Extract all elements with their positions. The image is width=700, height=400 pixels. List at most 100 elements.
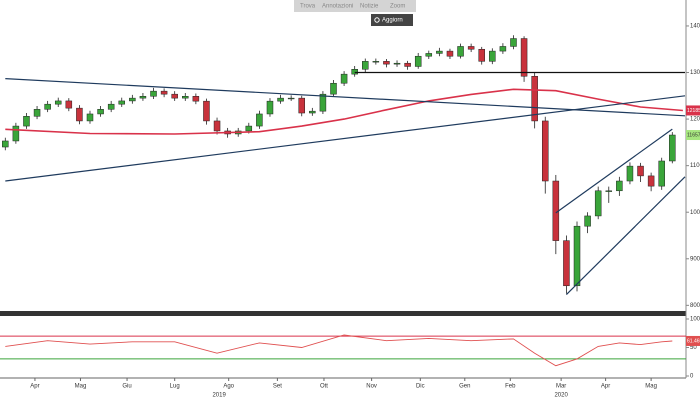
- x-tick-label: Lug: [170, 384, 180, 390]
- candle-body: [107, 103, 115, 110]
- rsi-tag: [686, 335, 700, 346]
- candle-body: [457, 46, 464, 57]
- candle-body: [531, 75, 538, 122]
- toolbar: [294, 0, 416, 12]
- candle-body: [309, 110, 316, 114]
- candle-body: [489, 50, 496, 62]
- y-tick-label: 11000: [690, 163, 700, 169]
- rsi-line: [5, 334, 673, 367]
- year-label: 2020: [554, 393, 568, 399]
- x-tick-label: Ott: [320, 384, 328, 390]
- ma-tag-label: 12185.14: [687, 108, 700, 114]
- x-tick-label: Mar: [556, 384, 566, 390]
- candle-body: [584, 215, 591, 227]
- candle-body: [330, 82, 337, 95]
- trendline: [5, 95, 686, 182]
- rsi-tick-label: 100: [690, 317, 700, 323]
- candle-body: [446, 50, 454, 57]
- candle-body: [616, 180, 623, 192]
- candle-body: [54, 100, 62, 105]
- toolbar-item[interactable]: Annotazioni: [322, 4, 353, 10]
- candle-body: [658, 160, 665, 187]
- candle-body: [76, 107, 83, 122]
- x-tick-label: Gen: [459, 384, 470, 390]
- candle-body: [97, 109, 104, 115]
- candle-body: [203, 100, 210, 122]
- x-tick-label: Ago: [223, 384, 234, 390]
- moving-average: [5, 88, 683, 135]
- x-tick-label: Mag: [75, 384, 87, 390]
- candle-body: [637, 165, 644, 177]
- candle-body: [266, 100, 274, 115]
- candle-body: [393, 62, 401, 65]
- y-tick-label: 14000: [690, 24, 700, 30]
- candle-body: [351, 69, 358, 75]
- candle-body: [319, 93, 327, 112]
- candle-body: [182, 96, 189, 99]
- y-tick-label: 8000: [690, 303, 700, 309]
- x-tick-label: Apr: [30, 384, 39, 390]
- candle-body: [362, 61, 369, 70]
- candle-body: [414, 55, 422, 67]
- rsi-tick-label: 50: [690, 345, 697, 351]
- x-tick-label: Mag: [645, 384, 657, 390]
- candle-body: [287, 97, 295, 100]
- ma-tag: [686, 105, 700, 116]
- candle-body: [171, 93, 178, 99]
- candle-body: [383, 61, 390, 65]
- candle-body: [626, 165, 634, 182]
- candle-body: [277, 97, 284, 102]
- x-tick-label: Giu: [122, 384, 131, 390]
- x-tick-label: Feb: [505, 384, 516, 390]
- candle-body: [404, 62, 411, 67]
- candle-body: [160, 90, 168, 95]
- candle-body: [65, 100, 73, 109]
- candle-body: [23, 116, 30, 127]
- candle-body: [467, 46, 475, 50]
- toolbar-item[interactable]: Zoom: [390, 4, 405, 10]
- trendline: [555, 128, 673, 214]
- candle-body: [425, 53, 433, 57]
- candle-body: [541, 120, 549, 182]
- candle-body: [86, 113, 94, 122]
- x-tick-label: Apr: [601, 384, 610, 390]
- rsi-tick-label: 0: [690, 374, 694, 380]
- year-label: 2019: [212, 393, 226, 399]
- candle-body: [520, 38, 528, 77]
- candle-body: [12, 125, 20, 142]
- y-tick-label: 9000: [690, 256, 700, 262]
- x-tick-label: Nov: [366, 384, 377, 390]
- rsi-tag-label: 61.4655: [687, 338, 700, 344]
- x-tick-label: Set: [273, 384, 282, 390]
- candle-body: [192, 96, 200, 102]
- candle-body: [150, 90, 157, 97]
- candle-body: [129, 97, 136, 102]
- candle-body: [298, 97, 305, 114]
- x-tick-label: Dic: [416, 384, 425, 390]
- close-tag: [686, 130, 700, 141]
- panel-separator: [0, 311, 686, 316]
- candle-body: [33, 109, 41, 117]
- candle-body: [647, 175, 655, 187]
- toolbar-item[interactable]: Trova: [300, 4, 316, 10]
- y-tick-label: 10000: [690, 210, 700, 216]
- candle-body: [2, 140, 9, 148]
- refresh-label[interactable]: Aggiorn: [382, 18, 403, 24]
- refresh-button[interactable]: [371, 14, 413, 26]
- candle-body: [44, 103, 51, 110]
- candle-body: [594, 190, 602, 217]
- y-tick-label: 12000: [690, 117, 700, 123]
- candle-body: [510, 38, 517, 47]
- candle-body: [372, 61, 380, 63]
- candle-body: [118, 100, 126, 105]
- candle-body: [499, 46, 507, 52]
- candle-body: [340, 73, 348, 84]
- candle-body: [139, 96, 147, 99]
- candle-body: [245, 125, 253, 132]
- candle-body: [563, 240, 570, 287]
- toolbar-item[interactable]: Notizie: [360, 4, 379, 10]
- trendline: [565, 176, 686, 296]
- candle-body: [213, 120, 221, 132]
